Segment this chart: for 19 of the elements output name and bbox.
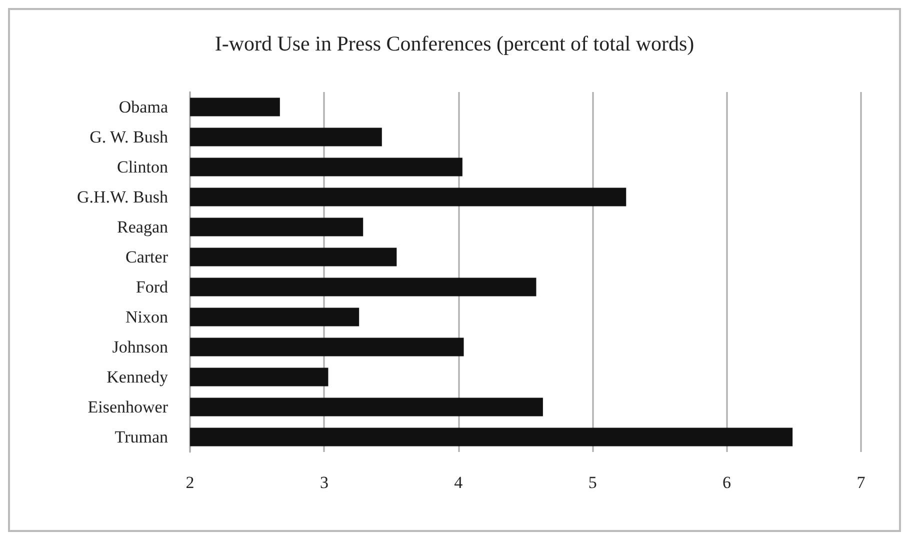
x-tick-label: 6	[722, 473, 732, 492]
y-tick-label: Kennedy	[106, 368, 168, 386]
y-tick-label: Eisenhower	[88, 398, 168, 416]
x-tick-label: 5	[588, 473, 597, 492]
y-tick-label: Reagan	[117, 218, 168, 236]
chart-title: I-word Use in Press Conferences (percent of total words)	[214, 32, 694, 56]
x-tick-label: 2	[186, 473, 194, 492]
y-tick-label: Ford	[136, 278, 168, 296]
y-tick-label: Truman	[114, 428, 168, 446]
x-tick-label: 4	[454, 473, 464, 492]
y-tick-label: Obama	[118, 98, 168, 116]
x-tick-label: 7	[856, 473, 866, 492]
y-tick-label: Johnson	[112, 338, 168, 356]
y-tick-label: G. W. Bush	[90, 128, 168, 146]
y-tick-label: Clinton	[116, 158, 168, 176]
y-tick-label: Nixon	[126, 308, 168, 326]
x-tick-label: 3	[320, 473, 328, 492]
y-tick-label: G.H.W. Bush	[77, 188, 168, 206]
y-tick-label: Carter	[126, 248, 168, 266]
